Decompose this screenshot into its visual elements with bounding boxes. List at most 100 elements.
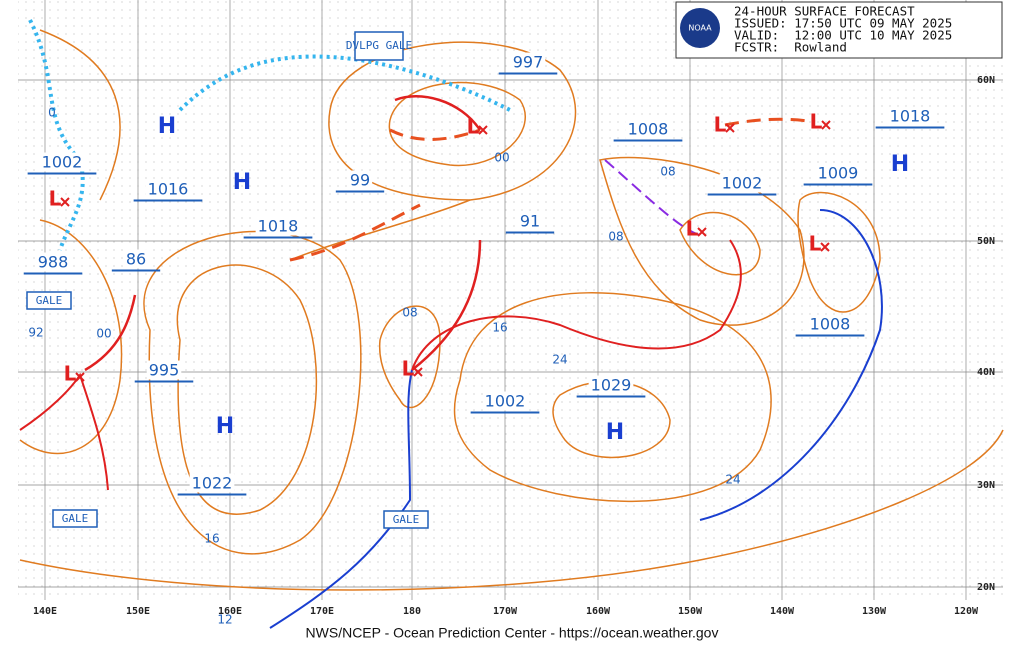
low-marker: [413, 367, 423, 377]
pressure-label: 1002: [485, 392, 526, 411]
high-center: H: [233, 170, 251, 195]
longitude-label: 130W: [862, 606, 887, 617]
label-background: [588, 375, 634, 395]
label-background: [35, 252, 71, 272]
label-background: [123, 249, 149, 269]
isobar-label: 00: [494, 151, 509, 165]
isobar-label: 24: [725, 473, 740, 487]
pressure-labels: 997 1008 1018 1002 1016 1018 99 91 1002 …: [23, 52, 945, 496]
longitude-label: 140W: [770, 606, 795, 617]
isobar-label: 08: [608, 230, 623, 244]
longitude-label: 150W: [678, 606, 703, 617]
pressure-label: 1002: [722, 174, 763, 193]
header-line: FCSTR: Rowland: [734, 40, 847, 55]
pressure-label: 86: [126, 250, 146, 269]
label-background: [255, 216, 301, 236]
header: NOAA 24-HOUR SURFACE FORECAST ISSUED: 17…: [675, 1, 1003, 59]
isobar-label: 92: [28, 326, 43, 340]
pressure-label: 99: [350, 171, 370, 190]
longitude-label: 160W: [586, 606, 611, 617]
label-background: [39, 152, 85, 172]
longitude-label: 170E: [310, 606, 334, 617]
low-marker: [725, 123, 735, 133]
fronts: [19, 19, 883, 629]
high-centers: H H H H H: [158, 114, 909, 445]
footer: NWS/NCEP - Ocean Prediction Center - htt…: [306, 625, 719, 641]
pressure-label: 1029: [591, 376, 632, 395]
high-center: H: [891, 152, 909, 177]
low-center: L: [467, 115, 480, 139]
isobar-label: 08: [660, 165, 675, 179]
isobar-label: 16: [492, 321, 507, 335]
pressure-label: 91: [520, 212, 540, 231]
label-background: [482, 391, 528, 411]
latitude-label: 30N: [977, 480, 995, 491]
low-marker: [697, 227, 707, 237]
map-background: [18, 0, 1003, 600]
label-background: [719, 173, 765, 193]
label-background: [625, 119, 671, 139]
isobar-label: 0: [48, 106, 56, 120]
logo-text: NOAA: [688, 24, 712, 33]
low-center: L: [809, 232, 822, 256]
low-center: L: [64, 362, 77, 386]
low-center: L: [402, 357, 415, 381]
latitude-labels: 60N 50N 40N 30N 20N: [977, 75, 995, 593]
gale-warning: GALE: [36, 294, 63, 307]
high-center: H: [158, 114, 176, 139]
longitude-label: 120W: [954, 606, 979, 617]
gale-warning: DVLPG GALE: [346, 39, 412, 52]
low-marker: [60, 197, 70, 207]
longitude-label: 160E: [218, 606, 242, 617]
label-background: [815, 163, 861, 183]
label-background: [807, 314, 853, 334]
longitude-label: 180: [403, 606, 421, 617]
pressure-label: 1016: [148, 180, 189, 199]
label-background: [145, 179, 191, 199]
pressure-label: 1022: [192, 474, 233, 493]
label-background: [887, 106, 933, 126]
isobar-label: 08: [402, 306, 417, 320]
pressure-label: 988: [38, 253, 69, 272]
isobar-labels: 08 16 24 00 08 08 24 16 12 00 92 0: [28, 106, 740, 627]
gale-warnings: DVLPG GALE GALE GALE GALE: [26, 31, 429, 529]
header-line: VALID: 12:00 UTC 10 MAY 2025: [734, 28, 952, 43]
low-center: L: [49, 187, 62, 211]
label-background: [189, 473, 235, 493]
isobar-label: 24: [552, 353, 567, 367]
label-background: [146, 360, 182, 380]
isobar-label: 12: [217, 613, 232, 627]
longitude-label: 150E: [126, 606, 150, 617]
pressure-label: 995: [149, 361, 180, 380]
pressure-label: 1009: [818, 164, 859, 183]
low-center: L: [810, 110, 823, 134]
latitude-label: 40N: [977, 367, 995, 378]
pressure-label: 1018: [890, 107, 931, 126]
longitude-label: 170W: [493, 606, 518, 617]
high-center: H: [216, 414, 234, 439]
header-line: ISSUED: 17:50 UTC 09 MAY 2025: [734, 16, 952, 31]
longitude-label: 140E: [33, 606, 57, 617]
label-background: [347, 170, 373, 190]
gale-warning: GALE: [393, 513, 420, 526]
latitude-label: 20N: [977, 582, 995, 593]
low-marker: [478, 125, 488, 135]
longitude-labels: 140E 150E 160E 170E 180 170W 160W 150W 1…: [33, 606, 979, 617]
gale-warning: GALE: [62, 512, 89, 525]
isobar-label: 16: [204, 532, 219, 546]
low-center: L: [714, 113, 727, 137]
low-marker: [820, 242, 830, 252]
pressure-label: 1008: [628, 120, 669, 139]
low-center: L: [686, 217, 699, 241]
latitude-label: 60N: [977, 75, 995, 86]
isobar-label: 00: [96, 327, 111, 341]
pressure-label: 997: [513, 53, 544, 72]
low-marker: [75, 372, 85, 382]
high-center: H: [606, 420, 624, 445]
latitude-label: 50N: [977, 236, 995, 247]
pressure-label: 1002: [42, 153, 83, 172]
pressure-label: 1018: [258, 217, 299, 236]
label-background: [517, 211, 543, 231]
low-centers: L L L L L L L L: [49, 110, 831, 386]
